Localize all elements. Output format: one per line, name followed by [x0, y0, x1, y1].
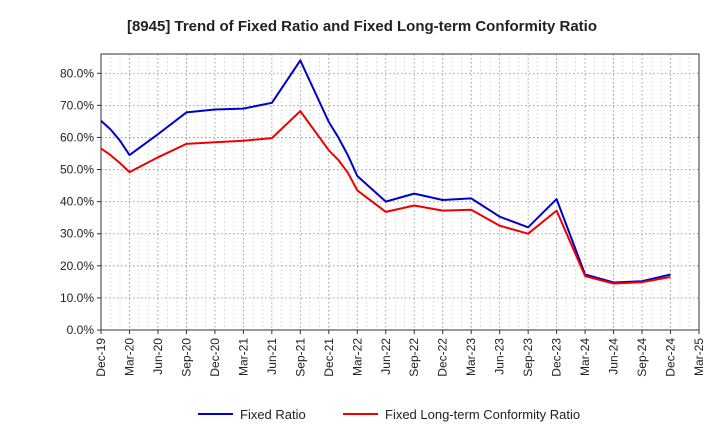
- y-tick-label: 0.0%: [67, 323, 95, 337]
- x-tick-label: Jun-20: [151, 338, 165, 375]
- x-tick-label: Sep-22: [407, 338, 421, 377]
- legend: Fixed Ratio Fixed Long-term Conformity Ra…: [198, 407, 580, 422]
- x-tick-label: Mar-20: [122, 338, 136, 376]
- y-tick-label: 70.0%: [60, 98, 94, 112]
- x-tick-label: Sep-23: [521, 338, 535, 377]
- y-tick-label: 50.0%: [60, 163, 94, 177]
- x-tick-label: Dec-19: [94, 338, 108, 377]
- y-tick-label: 10.0%: [60, 291, 94, 305]
- x-tick-label: Dec-23: [550, 338, 564, 377]
- axes: 0.0% 10.0% 20.0% 30.0% 40.0% 50.0% 60.0% 70.0% 8…: [60, 53, 706, 377]
- y-tick-label: 80.0%: [60, 66, 94, 80]
- x-tick-label: Sep-20: [179, 338, 193, 377]
- legend-label-2: Fixed Long-term Conformity Ratio: [385, 407, 580, 422]
- series-lines: [100, 59, 671, 285]
- x-tick-label: Mar-22: [350, 338, 364, 376]
- y-tick-label: 60.0%: [60, 130, 94, 144]
- y-tick-label: 30.0%: [60, 227, 94, 241]
- x-tick-label: Jun-23: [493, 338, 507, 375]
- x-tick-label: Jun-22: [379, 338, 393, 375]
- x-tick-label: Dec-20: [208, 338, 222, 377]
- x-tick-label: Mar-21: [236, 338, 250, 376]
- x-tick-label: Jun-21: [265, 338, 279, 375]
- x-tick-label: Jun-24: [607, 338, 621, 375]
- x-tick-label: Dec-21: [322, 338, 336, 377]
- plot-frame: [100, 53, 700, 331]
- series-line-1: [100, 59, 671, 284]
- x-tick-label: Mar-24: [578, 338, 592, 376]
- x-tick-label: Dec-24: [664, 338, 678, 377]
- x-tick-label: Mar-23: [464, 338, 478, 376]
- legend-label-1: Fixed Ratio: [240, 407, 306, 422]
- series-line-2: [100, 110, 671, 285]
- chart-title: [8945] Trend of Fixed Ratio and Fixed Lo…: [127, 18, 597, 35]
- x-tick-label: Sep-21: [293, 338, 307, 377]
- x-tick-label: Dec-22: [436, 338, 450, 377]
- x-tick-label: Sep-24: [635, 338, 649, 377]
- x-tick-label: Mar-25: [692, 338, 706, 376]
- y-tick-label: 40.0%: [60, 195, 94, 209]
- y-tick-label: 20.0%: [60, 259, 94, 273]
- grid: [101, 54, 699, 330]
